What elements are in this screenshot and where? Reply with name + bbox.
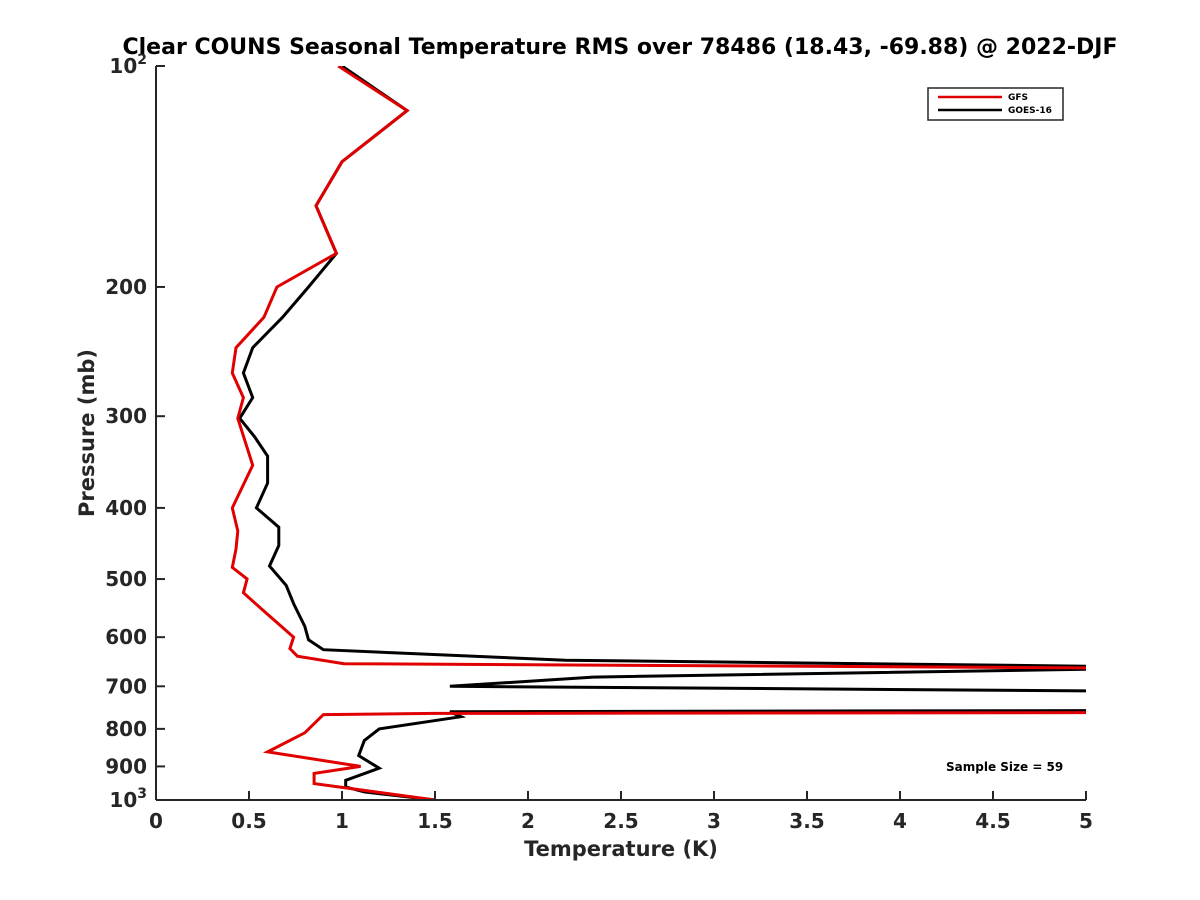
plot-area	[230, 66, 1086, 800]
x-tick-label: 4.5	[975, 809, 1010, 833]
legend-label-gfs: GFS	[1008, 93, 1028, 103]
y-axis-title: Pressure (mb)	[75, 349, 99, 517]
y-tick-label: 800	[105, 717, 147, 741]
y-tick-label: 102	[109, 52, 147, 78]
y-axis-ticks: 102 200 300 400 500 600 700 800 900 103	[105, 52, 165, 812]
x-tick-label: 0	[149, 809, 163, 833]
x-tick-label: 2.5	[603, 809, 638, 833]
x-tick-label: 3.5	[789, 809, 824, 833]
x-tick-label: 2	[521, 809, 535, 833]
x-axis-ticks: 0 0.5 1 1.5 2 2.5 3 3.5 4 4.5 5	[149, 791, 1093, 833]
chart-title: Clear COUNS Seasonal Temperature RMS ove…	[122, 35, 1117, 60]
x-tick-label: 5	[1079, 809, 1093, 833]
sample-size-annotation: Sample Size = 59	[946, 760, 1063, 774]
x-tick-label: 4	[893, 809, 907, 833]
x-tick-label: 3	[707, 809, 721, 833]
series-line-goes16	[237, 66, 1086, 800]
y-tick-label: 500	[105, 567, 147, 591]
y-tick-label: 600	[105, 625, 147, 649]
y-tick-label: 300	[105, 404, 147, 428]
y-tick-label: 103	[109, 786, 147, 812]
y-tick-label: 200	[105, 275, 147, 299]
legend-label-goes16: GOES-16	[1008, 106, 1052, 116]
legend-box	[927, 87, 1064, 121]
legend: GFS GOES-16	[927, 87, 1064, 121]
y-tick-label: 900	[105, 754, 147, 778]
y-tick-label: 400	[105, 496, 147, 520]
x-tick-label: 0.5	[231, 809, 266, 833]
x-tick-label: 1	[335, 809, 349, 833]
x-axis-title: Temperature (K)	[524, 837, 718, 861]
x-tick-label: 1.5	[417, 809, 452, 833]
y-tick-label: 700	[105, 674, 147, 698]
series-line-gfs	[230, 66, 1086, 800]
